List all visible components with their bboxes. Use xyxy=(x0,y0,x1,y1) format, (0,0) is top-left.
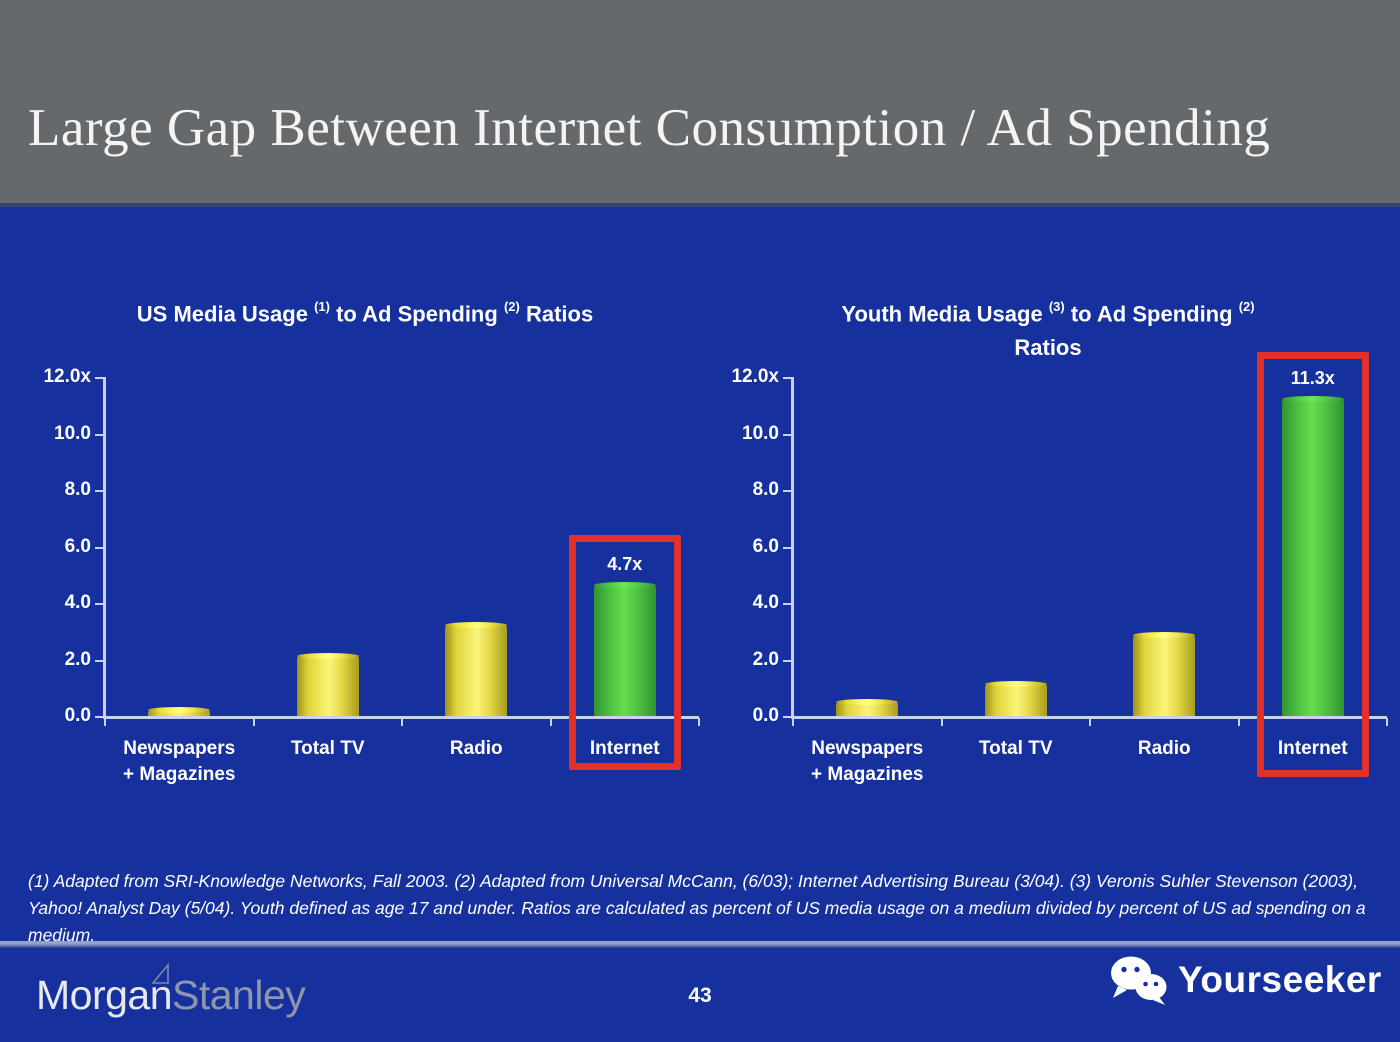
bar-value-annotation: 4.7x xyxy=(607,554,643,575)
y-axis-tickmark xyxy=(95,603,105,605)
morgan-stanley-logo: MorganStanley xyxy=(36,962,306,1019)
footnote-marker: (2) xyxy=(1238,299,1255,314)
category-label-line: + Magazines xyxy=(811,764,924,785)
category-label-line: Newspapers xyxy=(123,738,236,759)
y-axis-tick-label: 2.0 xyxy=(752,648,779,670)
y-axis-line xyxy=(791,377,794,718)
page-title: Large Gap Between Internet Consumption /… xyxy=(28,99,1271,157)
y-axis-tick-label: 0.0 xyxy=(64,705,91,726)
y-axis-tickmark xyxy=(95,716,105,718)
category-label-line: Newspapers xyxy=(811,738,924,759)
y-axis-tick-label: 10.0 xyxy=(742,422,779,444)
highlight-box xyxy=(568,535,681,770)
y-axis-tick-label: 4.0 xyxy=(64,592,91,613)
footnote-marker: (1) xyxy=(314,299,330,314)
title-segment: to Ad Spending xyxy=(1070,301,1233,327)
category-label-line: Radio xyxy=(449,738,503,759)
y-axis-tick-label: 2.0 xyxy=(64,648,91,670)
category-label-internet: Internet xyxy=(1213,736,1400,762)
category-label-radio: Radio xyxy=(376,736,576,762)
category-label-line: Total TV xyxy=(978,738,1053,759)
x-axis-line xyxy=(103,716,699,719)
footer-separator xyxy=(0,941,1400,948)
y-axis-tickmark xyxy=(95,659,105,662)
category-label-total-tv: Total TV xyxy=(916,736,1116,762)
y-axis-tickmark xyxy=(783,377,793,379)
y-axis-tick-label: 10.0 xyxy=(54,422,91,444)
y-axis-tick-label: 12.0x xyxy=(43,366,91,387)
bar-radio xyxy=(1133,633,1196,717)
title-segment: Ratios xyxy=(525,301,594,327)
category-label-line: + Magazines xyxy=(123,764,236,785)
bar-internet xyxy=(593,584,656,717)
bar-radio xyxy=(445,623,508,717)
wechat-icon xyxy=(1111,956,1167,1005)
title-segment: Youth Media Usage xyxy=(841,301,1043,327)
y-axis-tickmark xyxy=(783,716,793,718)
x-axis-tickmark xyxy=(252,718,255,726)
title-line: Youth Media Usage (3) to Ad Spending (2) xyxy=(768,292,1328,331)
bar-newspapers-magazines xyxy=(836,701,899,717)
x-axis-tickmark xyxy=(401,718,403,726)
bar-internet xyxy=(1281,397,1344,717)
youth-chart-title: Youth Media Usage (3) to Ad Spending (2)… xyxy=(768,292,1328,365)
y-axis-tick-label: 4.0 xyxy=(752,592,779,613)
category-label-line: Internet xyxy=(589,738,660,759)
y-axis-tickmark xyxy=(783,659,793,662)
title-line: Ratios xyxy=(1014,335,1082,361)
category-label-newspapers-magazines: Newspapers + Magazines xyxy=(767,736,967,788)
y-axis-tickmark xyxy=(783,433,793,436)
footnote-marker: (3) xyxy=(1048,299,1065,314)
x-axis-tickmark xyxy=(104,718,106,726)
bar-newspapers-magazines xyxy=(148,708,211,717)
y-axis-tick-label: 8.0 xyxy=(64,479,91,500)
y-axis-tickmark xyxy=(95,546,105,549)
y-axis-tick-label: 12.0x xyxy=(731,366,779,387)
footnote-marker: (2) xyxy=(503,299,520,314)
us-chart-title: US Media Usage (1) to Ad Spending (2) Ra… xyxy=(95,292,635,331)
yourseeker-watermark: Yourseeker xyxy=(1108,954,1382,1006)
y-axis-tick-label: 6.0 xyxy=(64,535,91,557)
y-axis-tickmark xyxy=(95,377,105,379)
x-axis-tickmark xyxy=(1386,718,1388,726)
y-axis-tickmark xyxy=(783,546,793,549)
y-axis-tick-label: 8.0 xyxy=(752,479,779,500)
y-axis-line xyxy=(103,377,106,718)
x-axis-tickmark xyxy=(698,718,700,726)
category-label-line: Radio xyxy=(1137,738,1191,759)
x-axis-line xyxy=(791,716,1387,719)
footnote: (1) Adapted from SRI-Knowledge Networks,… xyxy=(28,871,1366,945)
title-segment: to Ad Spending xyxy=(336,301,498,327)
morgan-stanley-wedge-icon xyxy=(151,962,169,984)
brand-morgan: Morgan xyxy=(36,972,173,1018)
y-axis-tickmark xyxy=(95,433,105,436)
category-label-line: Internet xyxy=(1277,738,1348,759)
category-label-radio: Radio xyxy=(1064,736,1264,762)
title-segment: US Media Usage xyxy=(136,301,308,327)
header-band: Large Gap Between Internet Consumption /… xyxy=(0,0,1400,207)
category-label-total-tv: Total TV xyxy=(228,736,428,762)
y-axis-tickmark xyxy=(783,490,793,492)
x-axis-tickmark xyxy=(1089,718,1091,726)
highlight-box xyxy=(1256,351,1369,777)
yourseeker-label: Yourseeker xyxy=(1178,959,1382,1000)
category-label-internet: Internet xyxy=(525,736,725,762)
y-axis-tick-label: 0.0 xyxy=(752,705,779,726)
category-label-line: Total TV xyxy=(290,738,365,759)
bar-total-tv xyxy=(296,654,359,717)
y-axis-tickmark xyxy=(783,603,793,605)
bar-value-annotation: 11.3x xyxy=(1290,367,1335,388)
y-axis-tickmark xyxy=(95,490,105,492)
bar-total-tv xyxy=(984,683,1047,717)
category-label-newspapers-magazines: Newspapers + Magazines xyxy=(79,736,279,788)
x-axis-tickmark xyxy=(1237,718,1240,726)
page-number: 43 xyxy=(688,984,712,1007)
y-axis-tick-label: 6.0 xyxy=(752,535,779,557)
x-axis-tickmark xyxy=(792,718,794,726)
brand-stanley: Stanley xyxy=(172,972,306,1018)
x-axis-tickmark xyxy=(549,718,552,726)
x-axis-tickmark xyxy=(940,718,943,726)
